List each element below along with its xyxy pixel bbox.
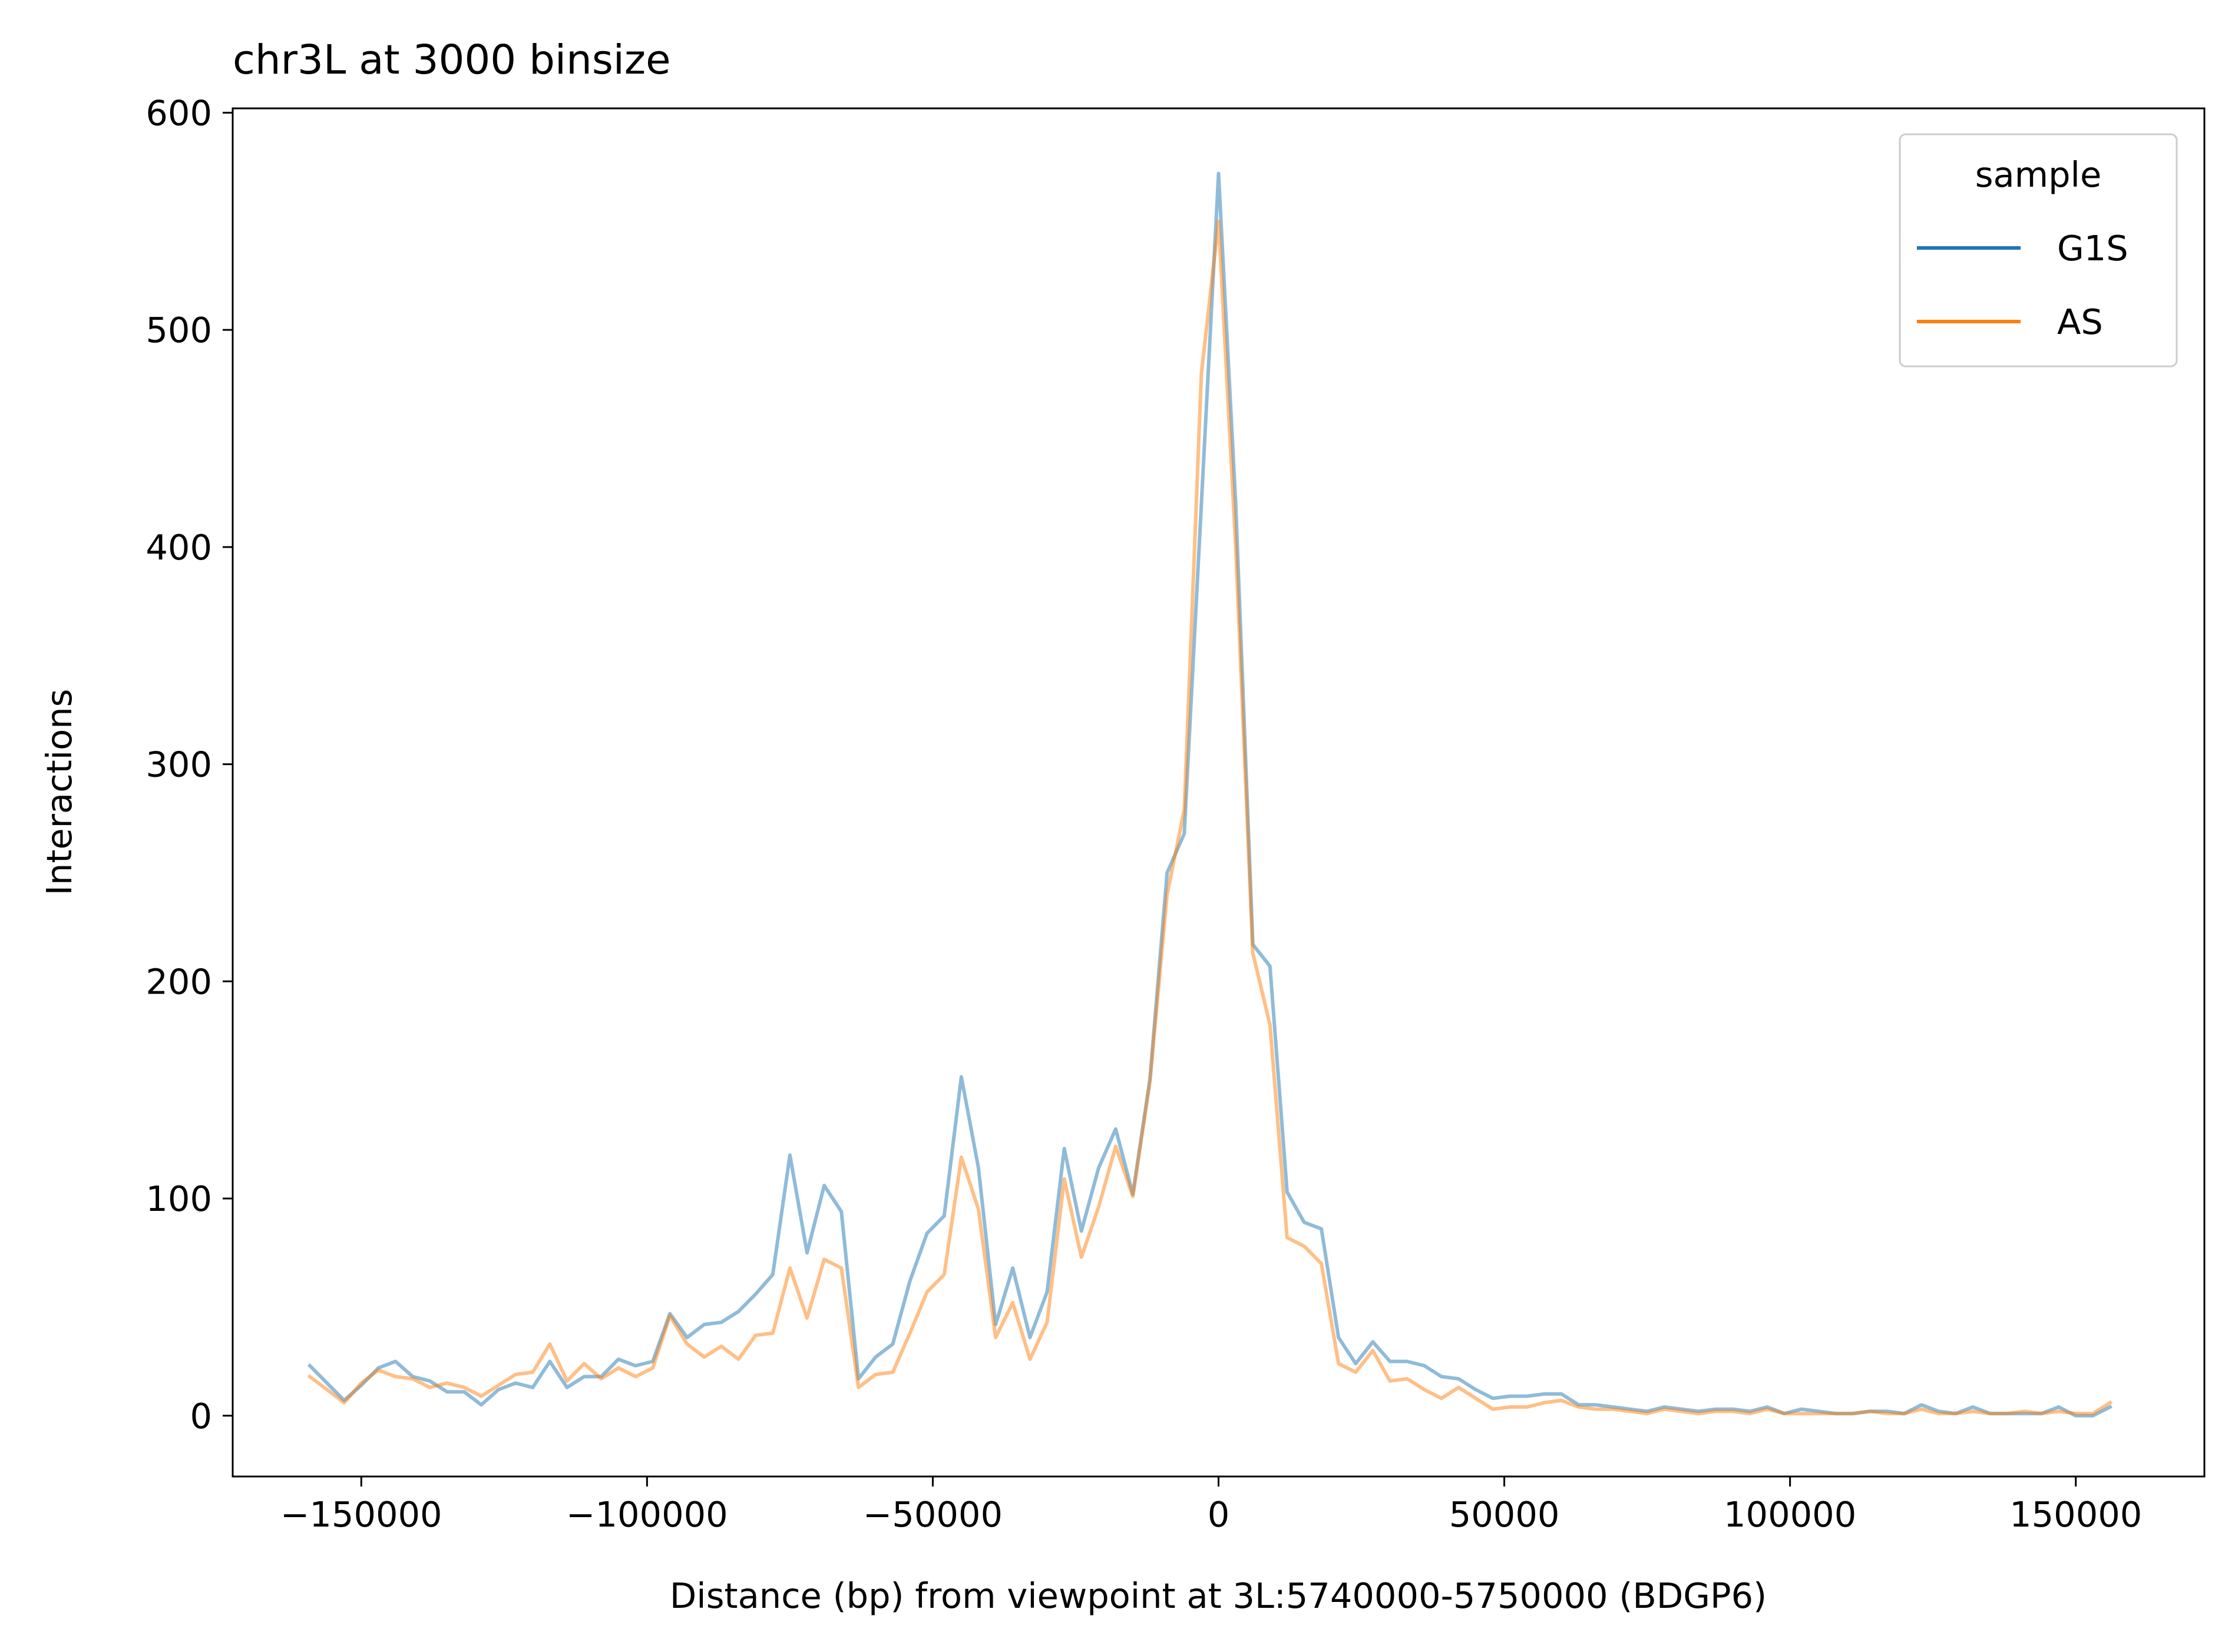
legend-label-as: AS [2057,302,2103,342]
legend-label-g1s: G1S [2057,228,2128,269]
y-tick-label: 200 [146,961,212,1002]
y-tick-label: 600 [146,92,212,133]
chart-title: chr3L at 3000 binsize [233,37,671,84]
y-tick-label: 300 [146,744,212,785]
y-tick-label: 500 [146,310,212,350]
x-tick-label: 150000 [2009,1494,2142,1535]
x-axis-label: Distance (bp) from viewpoint at 3L:57400… [670,1575,1767,1616]
x-tick-label: −100000 [566,1494,728,1535]
y-tick-label: 400 [146,527,212,568]
series-line-g1s [307,171,2112,1418]
x-tick-label: 0 [1208,1494,1230,1535]
y-tick-label: 0 [190,1396,212,1436]
series-line-as [307,219,2113,1416]
y-tick-label: 100 [146,1178,212,1219]
y-axis: 0 100 200 300 400 500 600 [146,92,233,1436]
series-layer [307,171,2113,1418]
x-tick-label: 50000 [1449,1494,1560,1535]
legend-box [1899,133,2178,368]
x-tick-label: −50000 [863,1494,1003,1535]
x-tick-label: −150000 [280,1494,442,1535]
legend-title: sample [1975,154,2102,195]
x-tick-label: 100000 [1724,1494,1856,1535]
x-axis: −150000 −100000 −50000 0 50000 100000 150000 [280,1476,2142,1535]
y-axis-label: Interactions [39,689,80,896]
legend: sample G1S AS [1899,133,2178,368]
